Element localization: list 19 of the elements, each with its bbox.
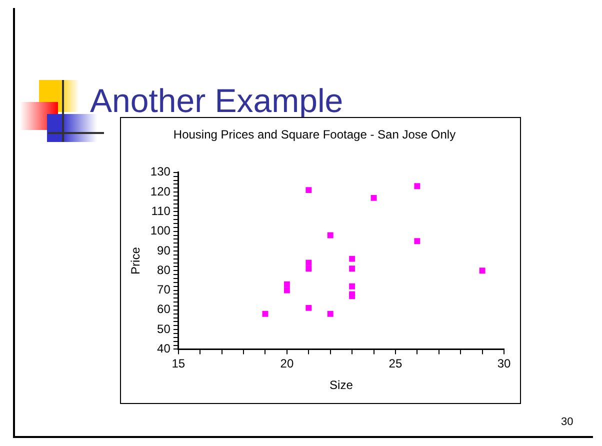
- text: 30: [561, 416, 574, 428]
- x-tick-label: 20: [280, 356, 294, 371]
- chart-title: Housing Prices and Square Footage - San Jose Only: [173, 128, 456, 142]
- y-tick-label: 130: [150, 164, 171, 179]
- y-axis-title: Price: [128, 246, 143, 274]
- x-tick-label: 25: [388, 356, 402, 371]
- y-tick-label: 40: [157, 342, 171, 356]
- y-tick-label: 110: [151, 204, 171, 218]
- text: Another Example: [90, 82, 344, 120]
- y-tick-label: 120: [150, 184, 171, 198]
- x-tick-label: 15: [172, 356, 186, 371]
- y-tick-label: 50: [157, 322, 171, 336]
- y-tick-label: 90: [157, 243, 171, 258]
- y-tick-label: 100: [150, 224, 171, 238]
- y-tick-label: 70: [157, 282, 171, 297]
- y-tick-label: 60: [157, 302, 171, 316]
- y-tick-label: 80: [157, 262, 171, 277]
- x-axis-title: Size: [330, 378, 354, 392]
- x-tick-label: 30: [497, 356, 511, 371]
